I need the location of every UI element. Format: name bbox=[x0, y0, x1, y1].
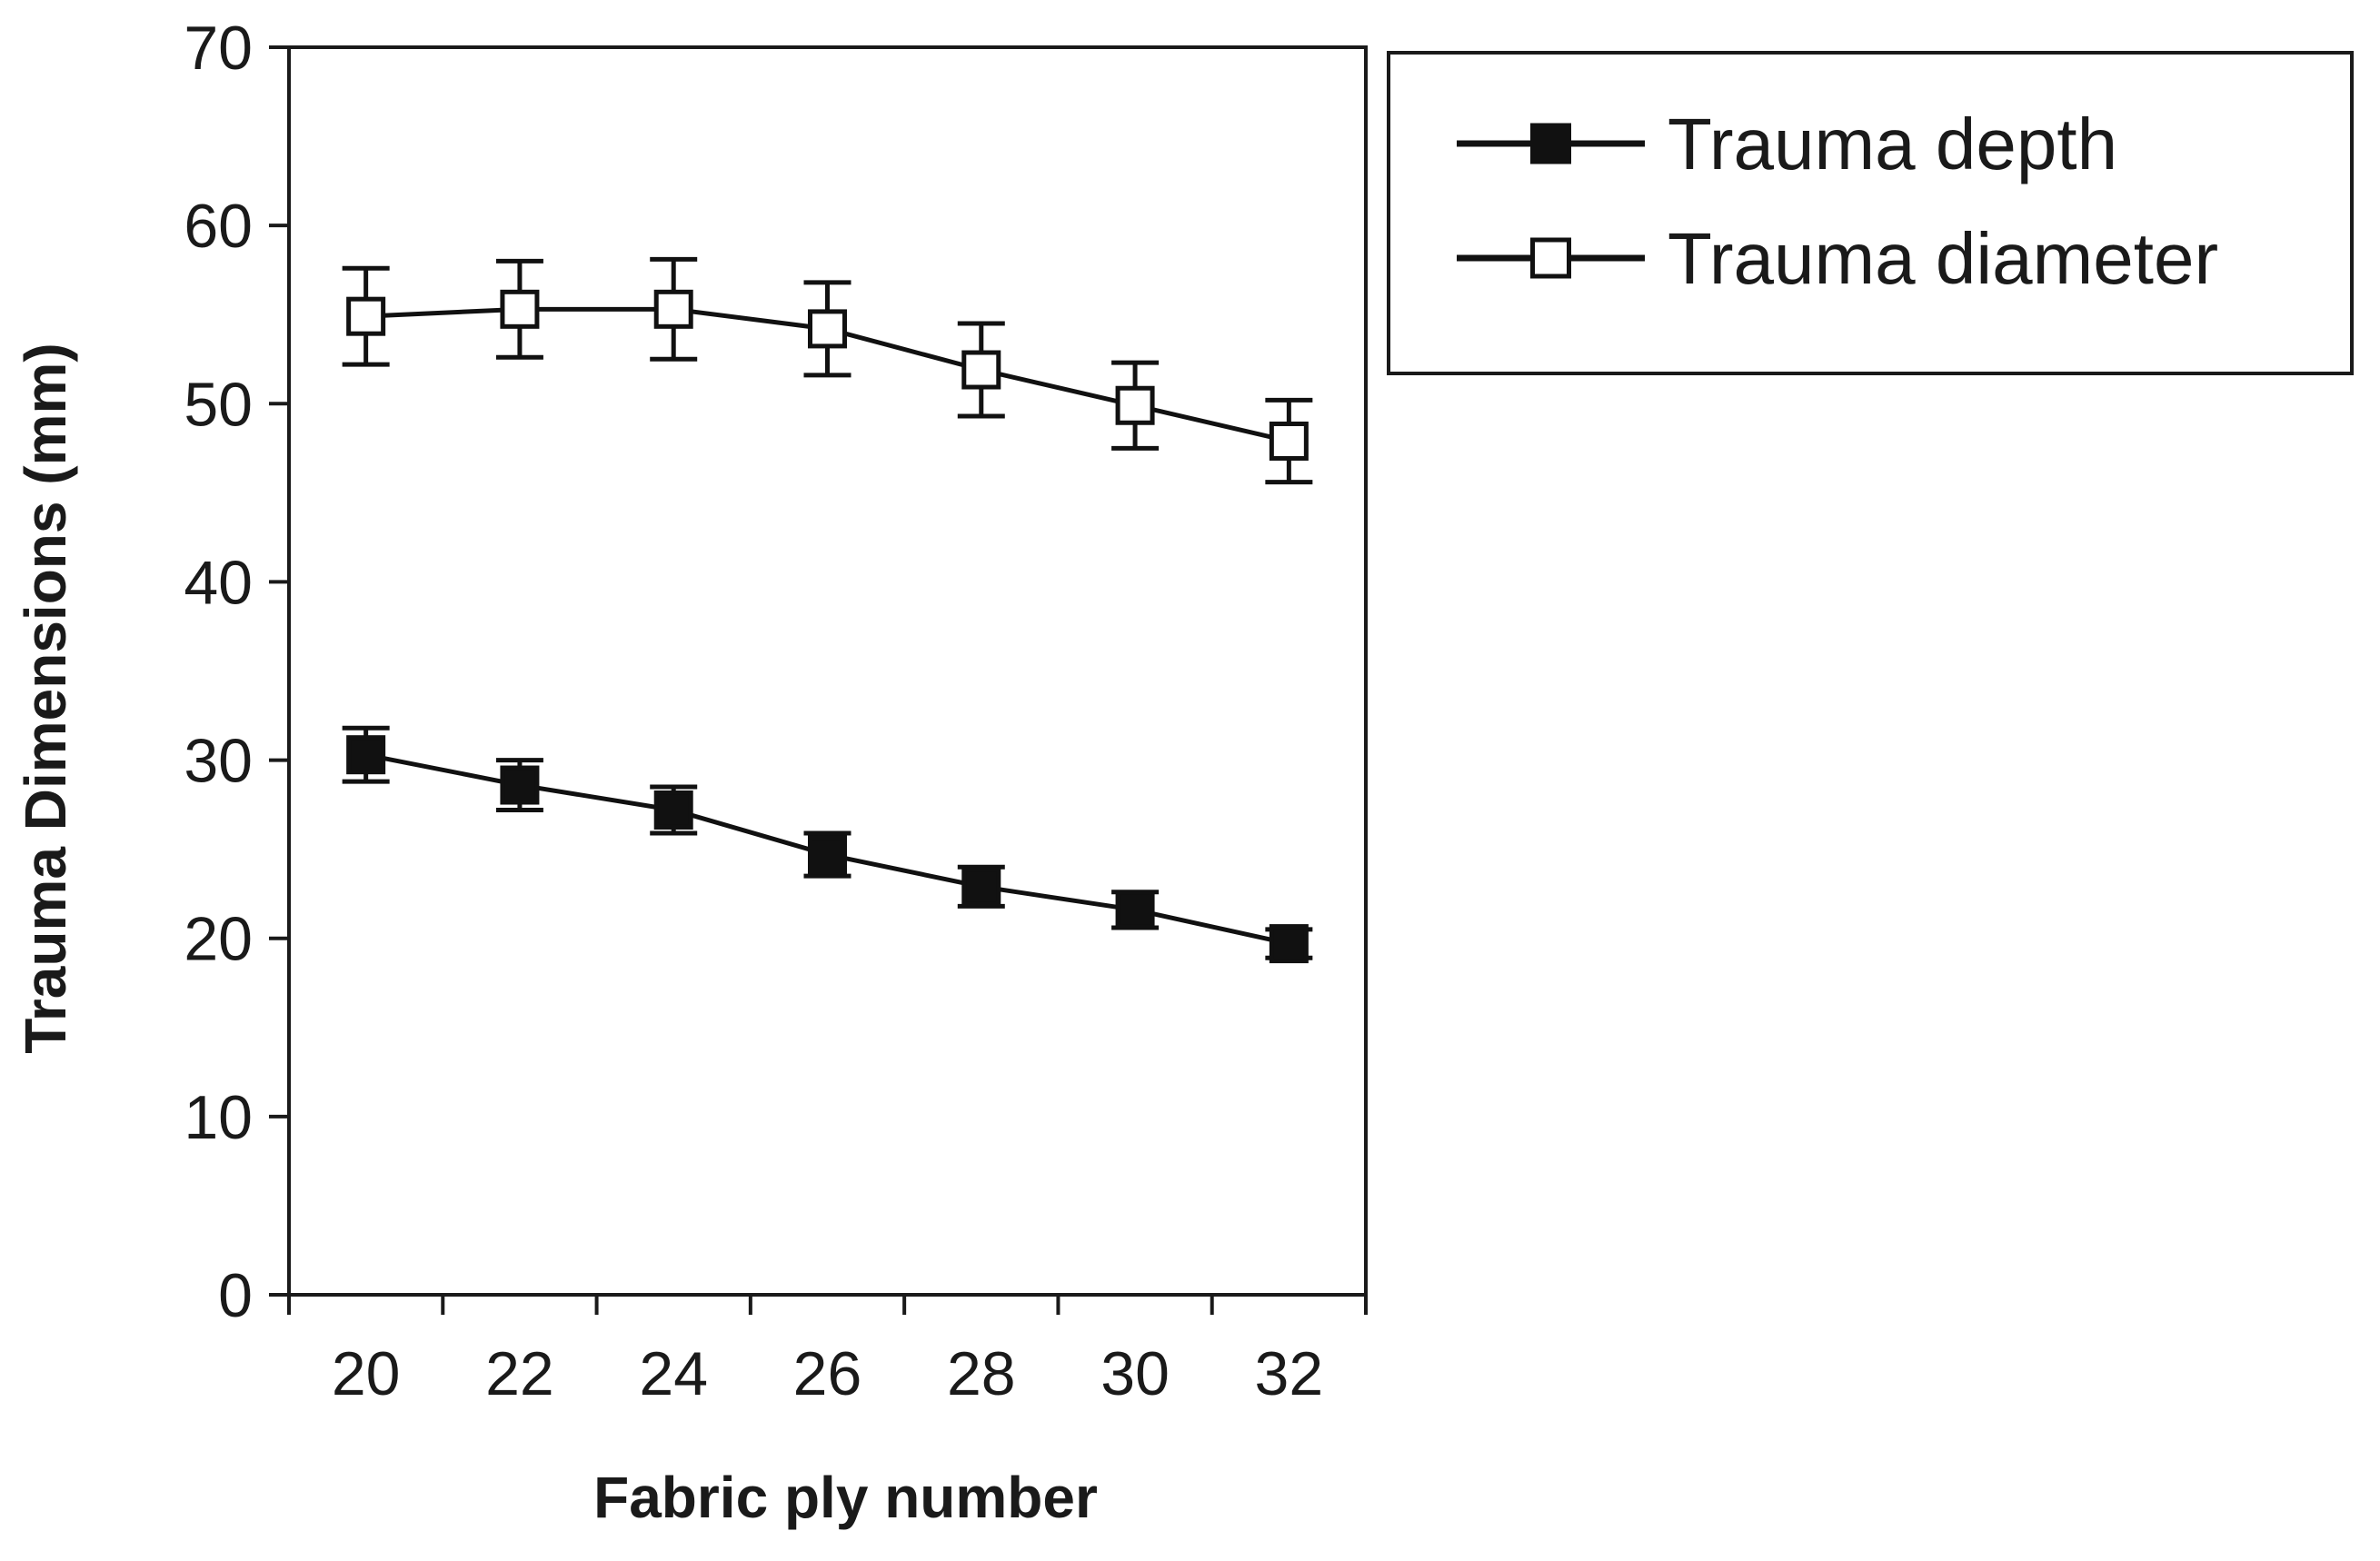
y-tick-label: 40 bbox=[184, 548, 253, 617]
x-axis-title: Fabric ply number bbox=[593, 1465, 1098, 1530]
x-tick-label: 26 bbox=[793, 1339, 862, 1408]
data-point bbox=[500, 765, 540, 805]
y-axis-title: Trauma Dimensions (mm) bbox=[13, 343, 78, 1053]
data-point bbox=[961, 867, 1001, 907]
data-point bbox=[1115, 385, 1155, 425]
series-1 bbox=[342, 256, 1313, 485]
legend-item-1: Trauma diameter bbox=[1457, 218, 2218, 299]
legend-marker bbox=[1530, 123, 1571, 164]
y-tick-label: 10 bbox=[184, 1083, 253, 1152]
y-tick-label: 0 bbox=[218, 1261, 253, 1330]
data-point bbox=[653, 790, 693, 830]
legend: Trauma depth Trauma diameter bbox=[1387, 51, 2354, 375]
legend-box bbox=[1387, 51, 2354, 375]
legend-label: Trauma depth bbox=[1668, 104, 2117, 184]
data-point bbox=[346, 735, 386, 775]
y-tick-label: 20 bbox=[184, 905, 253, 974]
legend-item-0: Trauma depth bbox=[1457, 104, 2117, 184]
data-point bbox=[1269, 924, 1309, 964]
data-point bbox=[961, 350, 1001, 390]
series-0 bbox=[342, 725, 1313, 964]
x-tick-label: 24 bbox=[639, 1339, 708, 1408]
x-tick-label: 28 bbox=[947, 1339, 1016, 1408]
data-point bbox=[1269, 421, 1309, 461]
x-tick-label: 30 bbox=[1100, 1339, 1170, 1408]
x-tick-label: 32 bbox=[1255, 1339, 1324, 1408]
data-point bbox=[808, 835, 847, 875]
data-point bbox=[346, 296, 386, 336]
data-point bbox=[500, 289, 540, 329]
data-point bbox=[1115, 890, 1155, 930]
x-tick-label: 20 bbox=[332, 1339, 401, 1408]
y-tick-label: 70 bbox=[184, 14, 253, 83]
axes: 0 10 20 30 40 50 60 70 20 22 24 26 28 30 32 bbox=[184, 14, 1368, 1408]
x-tick-label: 22 bbox=[485, 1339, 554, 1408]
y-tick-label: 60 bbox=[184, 192, 253, 261]
plot-frame bbox=[287, 45, 1368, 1297]
legend-label: Trauma diameter bbox=[1668, 218, 2218, 299]
y-tick-label: 50 bbox=[184, 370, 253, 439]
legend-marker bbox=[1530, 237, 1571, 279]
data-point bbox=[653, 289, 693, 329]
series-layer bbox=[342, 256, 1313, 964]
y-tick-label: 30 bbox=[184, 727, 253, 796]
data-point bbox=[808, 309, 847, 349]
